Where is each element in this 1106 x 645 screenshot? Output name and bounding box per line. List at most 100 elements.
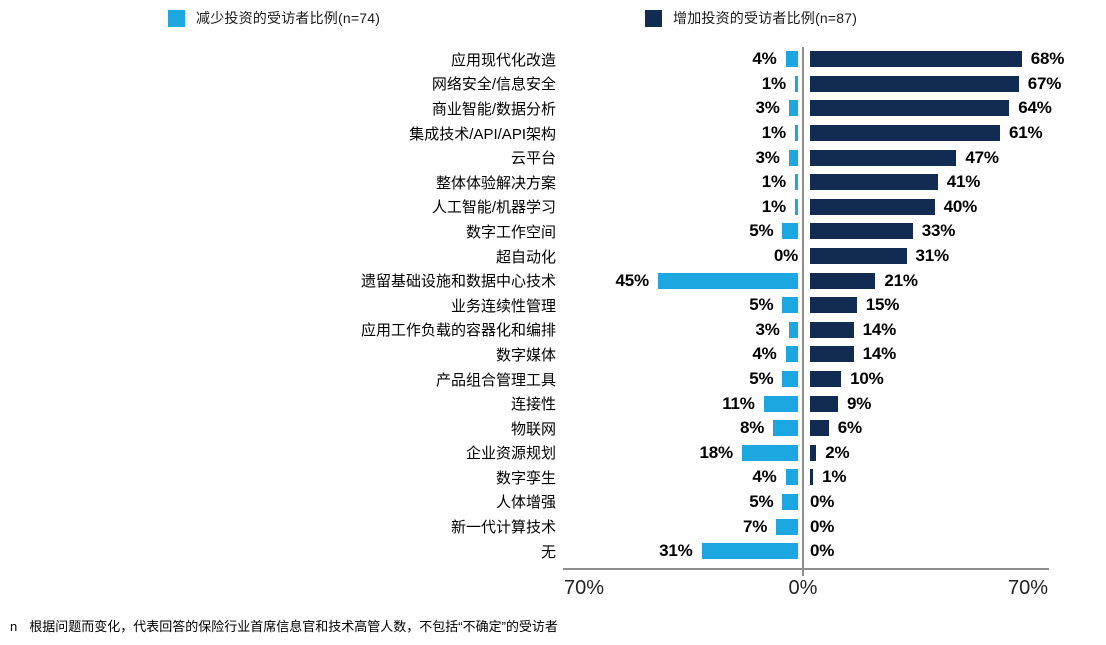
x-axis-label-left: 70% xyxy=(563,577,605,599)
increase-bar xyxy=(810,297,857,314)
increase-value-label: 68% xyxy=(1030,49,1065,69)
increase-bar xyxy=(810,420,829,437)
category-label: 企业资源规划 xyxy=(465,445,556,463)
category-label: 应用工作负载的容器化和编排 xyxy=(360,322,556,340)
chart-row: 物联网 8% 6% xyxy=(0,416,1106,441)
decrease-bar xyxy=(794,125,798,142)
chart-row: 产品组合管理工具 5% 10% xyxy=(0,367,1106,392)
increase-bar xyxy=(810,346,854,363)
decrease-bar xyxy=(782,223,798,240)
increase-bar xyxy=(810,51,1022,68)
decrease-zone: 5% xyxy=(556,492,802,512)
increase-zone: 2% xyxy=(802,443,1106,463)
category-label: 集成技术/API/API架构 xyxy=(409,125,556,143)
increase-value-label: 47% xyxy=(965,147,999,167)
decrease-bar xyxy=(782,297,798,314)
increase-zone: 0% xyxy=(802,492,1106,512)
decrease-zone: 1% xyxy=(556,172,802,192)
decrease-value-label: 1% xyxy=(761,172,786,192)
x-axis-zero-tick xyxy=(802,570,804,576)
footnote: n 根据问题而变化，代表回答的保险行业首席信息官和技术高管人数，不包括“不确定”的… xyxy=(10,616,558,635)
decrease-value-label: 5% xyxy=(749,221,774,241)
decrease-value-label: 3% xyxy=(755,147,780,167)
increase-bar xyxy=(810,174,938,191)
category-label: 超自动化 xyxy=(495,248,556,266)
chart-row: 新一代计算技术 7% 0% xyxy=(0,514,1106,539)
category-label: 新一代计算技术 xyxy=(450,519,556,537)
category-label: 无 xyxy=(540,543,556,561)
decrease-zone: 3% xyxy=(556,98,802,118)
decrease-value-label: 3% xyxy=(755,319,780,339)
decrease-bar xyxy=(794,174,798,191)
increase-zone: 14% xyxy=(802,320,1106,340)
category-label: 数字媒体 xyxy=(495,346,556,364)
category-label: 整体体验解决方案 xyxy=(435,174,556,192)
increase-value-label: 40% xyxy=(943,196,978,216)
legend-label-decrease: 减少投资的受访者比例(n=74) xyxy=(196,10,381,26)
increase-zone: 6% xyxy=(802,418,1106,438)
decrease-zone: 8% xyxy=(556,418,802,438)
increase-value-label: 41% xyxy=(946,172,981,192)
chart-row: 遗留基础设施和数据中心技术 45% 21% xyxy=(0,268,1106,293)
decrease-zone: 11% xyxy=(556,394,802,414)
decrease-zone: 5% xyxy=(556,295,802,315)
category-label: 人体增强 xyxy=(495,494,556,512)
increase-zone: 33% xyxy=(802,221,1106,241)
chart-row: 数字工作空间 5% 33% xyxy=(0,219,1106,244)
decrease-value-label: 8% xyxy=(739,418,765,438)
legend-swatch-increase xyxy=(645,9,662,27)
category-label: 业务连续性管理 xyxy=(450,297,556,315)
decrease-bar xyxy=(785,346,798,363)
increase-value-label: 33% xyxy=(921,221,956,241)
decrease-zone: 45% xyxy=(556,271,802,291)
decrease-bar xyxy=(788,321,798,338)
increase-value-label: 2% xyxy=(825,442,850,462)
increase-zone: 21% xyxy=(802,271,1106,291)
decrease-zone: 5% xyxy=(556,221,802,241)
increase-bar xyxy=(810,125,1000,142)
decrease-bar xyxy=(794,198,798,215)
decrease-value-label: 1% xyxy=(761,123,786,143)
category-label: 云平台 xyxy=(510,150,556,168)
zero-baseline xyxy=(802,47,804,570)
category-label: 应用现代化改造 xyxy=(450,51,556,69)
increase-bar xyxy=(810,371,842,388)
increase-bar xyxy=(810,272,876,289)
chart-row: 网络安全/信息安全 1% 67% xyxy=(0,72,1106,97)
decrease-value-label: 0% xyxy=(773,246,798,266)
increase-bar xyxy=(810,149,957,166)
increase-value-label: 0% xyxy=(810,516,835,536)
increase-zone: 1% xyxy=(802,467,1106,487)
decrease-zone: 3% xyxy=(556,148,802,168)
chart-row: 无 31% 0% xyxy=(0,539,1106,564)
increase-bar xyxy=(810,395,838,412)
decrease-bar xyxy=(701,543,798,560)
increase-zone: 0% xyxy=(802,517,1106,537)
increase-value-label: 15% xyxy=(865,295,900,315)
decrease-value-label: 18% xyxy=(699,442,733,462)
decrease-bar xyxy=(763,395,798,412)
increase-bar xyxy=(810,198,935,215)
increase-bar xyxy=(810,248,907,265)
increase-value-label: 10% xyxy=(850,369,884,389)
increase-zone: 41% xyxy=(802,172,1106,192)
decrease-value-label: 4% xyxy=(752,49,777,69)
increase-zone: 47% xyxy=(802,148,1106,168)
increase-bar xyxy=(810,75,1019,92)
chart-row: 企业资源规划 18% 2% xyxy=(0,441,1106,466)
chart-rows: 应用现代化改造 4% 68% 网络安全/信息安全 1% 67% 商业智能/数据分析 3% 64%… xyxy=(0,47,1106,563)
category-label: 产品组合管理工具 xyxy=(435,371,556,389)
footnote-text: 根据问题而变化，代表回答的保险行业首席信息官和技术高管人数，不包括“不确定”的受… xyxy=(29,619,558,634)
chart-row: 数字孪生 4% 1% xyxy=(0,465,1106,490)
chart-row: 超自动化 0% 31% xyxy=(0,244,1106,269)
decrease-bar xyxy=(782,493,798,510)
increase-zone: 0% xyxy=(802,541,1106,561)
increase-value-label: 61% xyxy=(1009,123,1043,143)
legend-swatch-decrease xyxy=(168,9,185,27)
chart-row: 数字媒体 4% 14% xyxy=(0,342,1106,367)
decrease-zone: 7% xyxy=(556,517,802,537)
chart-row: 商业智能/数据分析 3% 64% xyxy=(0,96,1106,121)
chart-row: 集成技术/API/API架构 1% 61% xyxy=(0,121,1106,146)
increase-zone: 15% xyxy=(802,295,1106,315)
